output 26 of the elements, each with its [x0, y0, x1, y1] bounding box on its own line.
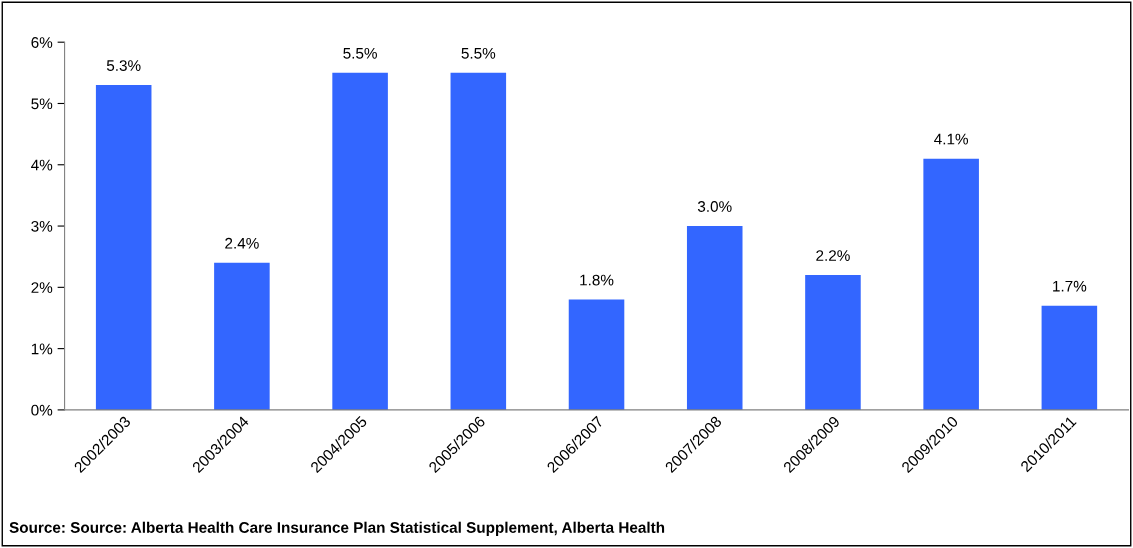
data-label: 1.7%: [1053, 280, 1087, 292]
data-label: 5.3%: [106, 60, 141, 71]
y-tick-label: 4%: [31, 159, 53, 171]
y-tick-label: 5%: [31, 98, 53, 110]
bar: [95, 85, 152, 410]
bar: [332, 72, 388, 410]
bar: [450, 72, 507, 410]
source-note: Source: Source: Alberta Health Care Insurance Plan Statistical Supplement, Alberta Health: [9, 521, 665, 536]
bar: [214, 262, 270, 410]
y-tick-label: 1%: [31, 343, 53, 355]
data-label: 4.1%: [934, 133, 969, 145]
data-label: 3.0%: [697, 201, 732, 212]
bar: [1041, 305, 1098, 410]
y-tick-label: 2%: [31, 282, 53, 293]
y-tick-label: 0%: [31, 404, 53, 416]
data-label: 5.5%: [343, 47, 377, 59]
data-label: 1.8%: [580, 274, 614, 286]
data-label: 5.5%: [461, 47, 496, 59]
data-label: 2.2%: [816, 250, 850, 261]
data-label: 2.4%: [225, 237, 259, 249]
y-tick-label: 6%: [31, 37, 53, 48]
bar: [686, 226, 743, 410]
y-tick-label: 3%: [31, 220, 53, 232]
bar: [805, 275, 861, 410]
bar: [568, 299, 625, 410]
bar: [923, 158, 979, 410]
